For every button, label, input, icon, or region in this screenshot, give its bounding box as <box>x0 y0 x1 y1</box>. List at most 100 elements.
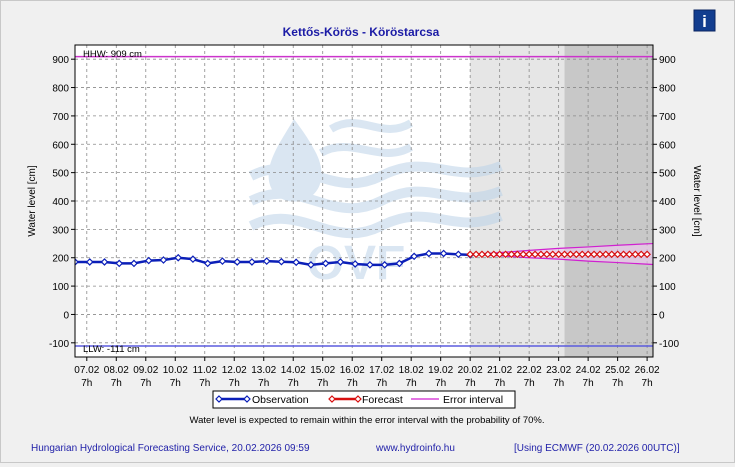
observation-point <box>395 259 404 268</box>
observation-point <box>351 260 360 268</box>
forecast-point <box>484 250 492 259</box>
x-tick-label-date: 11.02 <box>193 365 218 376</box>
observation-line <box>75 252 471 267</box>
x-tick-label-date: 22.02 <box>517 365 542 376</box>
x-tick-label-hour: 7h <box>494 378 505 389</box>
observation-point <box>425 249 433 258</box>
x-tick-label-hour: 7h <box>642 378 653 389</box>
x-tick-label-hour: 7h <box>612 378 623 389</box>
x-tick-label-hour: 7h <box>140 378 151 389</box>
y-tick-label-right: 300 <box>659 225 676 236</box>
y-tick-label-left: 600 <box>52 140 69 151</box>
x-tick-label-date: 07.02 <box>74 365 99 376</box>
forecast-point <box>584 250 592 259</box>
y-tick-label-left: 900 <box>52 55 69 66</box>
y-axis-right-label: Water level [cm] <box>691 165 702 237</box>
forecast-point <box>542 250 551 259</box>
x-tick-label-date: 26.02 <box>635 365 660 376</box>
legend-forecast-label: Forecast <box>362 394 403 406</box>
x-tick-label-hour: 7h <box>524 378 535 389</box>
observation-point <box>189 255 197 263</box>
y-tick-label-right: 500 <box>659 169 676 180</box>
y-tick-label-left: 500 <box>52 169 69 180</box>
llw-label: LLW: -111 cm <box>83 344 140 355</box>
forecast-point <box>643 250 651 259</box>
observation-point <box>454 250 463 259</box>
x-tick-label-hour: 7h <box>435 378 446 389</box>
info-icon-label: i <box>702 12 707 31</box>
observation-point <box>203 259 212 268</box>
forecast-point <box>613 250 622 259</box>
forecast-point <box>601 250 610 259</box>
forecast-point <box>478 250 486 259</box>
forecast-point <box>513 250 522 259</box>
y-tick-label-right: 600 <box>659 140 676 151</box>
x-tick-label-date: 17.02 <box>369 365 394 376</box>
observation-point <box>174 253 183 262</box>
x-tick-label-date: 18.02 <box>399 365 424 376</box>
y-axis-left-label: Water level [cm] <box>27 165 38 237</box>
footer-service: Hungarian Hydrological Forecasting Servi… <box>31 443 310 454</box>
y-tick-label-left: 800 <box>52 84 69 95</box>
x-tick-label-date: 10.02 <box>163 365 188 376</box>
x-tick-label-date: 21.02 <box>487 365 512 376</box>
x-tick-label-date: 23.02 <box>546 365 571 376</box>
x-tick-label-hour: 7h <box>170 378 181 389</box>
observation-point <box>144 256 153 265</box>
forecast-point <box>472 250 480 259</box>
x-tick-label-hour: 7h <box>583 378 594 389</box>
forecast-point <box>637 250 646 259</box>
forecast-point <box>489 250 498 259</box>
observation-point <box>100 258 109 266</box>
grid-vertical <box>86 45 648 357</box>
hhw-label: HHW: 909 cm <box>83 49 142 60</box>
x-tick-label-hour: 7h <box>199 378 210 389</box>
observation-point <box>262 257 271 265</box>
observation-point <box>380 260 389 269</box>
observation-point <box>85 258 94 266</box>
observation-point <box>248 258 256 266</box>
forecast-point <box>525 250 533 259</box>
legend-forecast-swatch <box>328 395 362 403</box>
footer-url[interactable]: www.hydroinfo.hu <box>375 443 455 454</box>
info-icon[interactable]: i <box>693 9 716 32</box>
y-tick-label-right: 100 <box>659 282 676 293</box>
forecast-point <box>596 250 604 259</box>
observation-point <box>292 258 301 267</box>
forecast-point <box>578 250 587 259</box>
probability-note: Water level is expected to remain within… <box>189 415 544 426</box>
y-tick-label-right: 0 <box>659 310 665 321</box>
y-tick-label-right: 800 <box>659 84 676 95</box>
x-tick-label-hour: 7h <box>406 378 417 389</box>
x-tick-label-date: 14.02 <box>281 365 306 376</box>
forecast-point <box>495 250 504 259</box>
x-tick-label-hour: 7h <box>465 378 476 389</box>
legend-box <box>212 390 516 409</box>
observation-point <box>307 260 315 269</box>
forecast-point <box>537 250 545 259</box>
observation-point <box>277 257 286 266</box>
x-tick-label-hour: 7h <box>288 378 299 389</box>
x-tick-label-date: 15.02 <box>310 365 335 376</box>
x-tick-label-hour: 7h <box>81 378 92 389</box>
forecast-series <box>466 250 651 259</box>
x-tick-label-hour: 7h <box>111 378 122 389</box>
legend-error-label: Error interval <box>443 394 503 406</box>
observation-point <box>439 249 448 258</box>
y-tick-label-right: 700 <box>659 112 676 123</box>
x-tick-label-date: 20.02 <box>458 365 483 376</box>
x-tick-label-date: 08.02 <box>104 365 129 376</box>
x-tick-label-hour: 7h <box>553 378 564 389</box>
y-tick-label-right: 400 <box>659 197 676 208</box>
observation-point <box>115 259 124 268</box>
observation-point <box>233 258 242 266</box>
forecast-point <box>554 250 563 259</box>
x-tick-label-hour: 7h <box>229 378 240 389</box>
forecast-point <box>548 250 557 259</box>
x-tick-label-hour: 7h <box>347 378 358 389</box>
y-tick-label-left: 300 <box>52 225 69 236</box>
x-tick-label-date: 13.02 <box>251 365 276 376</box>
forecast-point <box>507 250 516 259</box>
